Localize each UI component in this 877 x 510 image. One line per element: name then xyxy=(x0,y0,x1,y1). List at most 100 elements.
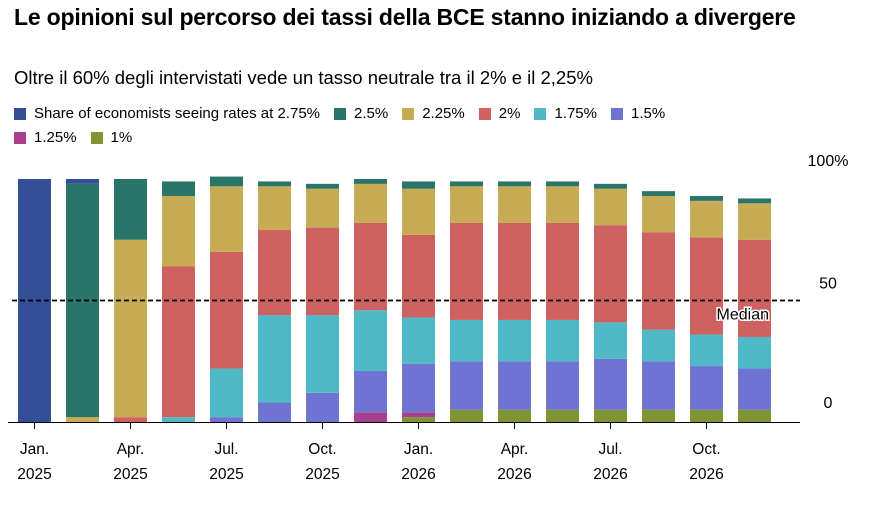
legend-label: Share of economists seeing rates at 2.75… xyxy=(34,105,320,122)
bar-segment xyxy=(306,315,339,393)
bar-segment xyxy=(642,329,675,362)
legend-swatch xyxy=(14,132,26,144)
bar-segment xyxy=(210,176,243,187)
bar-segment xyxy=(642,196,675,233)
bar-segment xyxy=(594,358,627,410)
bar-segment xyxy=(258,186,291,231)
bar-segment xyxy=(114,179,147,240)
x-tick-label-month: Oct. xyxy=(692,441,720,458)
legend-row: 1.25% 1% xyxy=(14,126,864,150)
legend-item: 2.25% xyxy=(402,102,465,126)
bar-segment xyxy=(258,402,291,422)
bar-segment xyxy=(642,232,675,330)
bar-segment xyxy=(402,234,435,318)
legend-swatch xyxy=(402,108,415,120)
bar-segment xyxy=(162,417,195,422)
legend-item: Share of economists seeing rates at 2.75… xyxy=(14,102,320,126)
legend-item: 1% xyxy=(90,126,133,150)
bar-segment xyxy=(690,237,723,335)
x-tick-label-month: Apr. xyxy=(117,441,145,458)
legend-label: 2.25% xyxy=(422,105,465,122)
bar-segment xyxy=(354,310,387,371)
x-tick-label-year: 2025 xyxy=(209,466,243,483)
legend-item: 1.25% xyxy=(14,126,77,150)
bar-segment xyxy=(594,322,627,359)
bar-segment xyxy=(258,230,291,316)
bar-segment xyxy=(498,222,531,320)
bar-segment xyxy=(738,239,771,337)
bar-segment xyxy=(210,251,243,369)
bar-segment xyxy=(258,181,291,187)
bar-segment xyxy=(498,186,531,223)
legend-swatch xyxy=(478,108,491,120)
y-tick-label: 100% xyxy=(808,153,849,170)
x-tick-label-month: Jan. xyxy=(20,441,49,458)
bar-segment xyxy=(354,179,387,184)
bar-segment xyxy=(546,222,579,320)
legend-item: 2.5% xyxy=(334,102,388,126)
bar-segment xyxy=(162,196,195,267)
bar-segment xyxy=(354,412,387,422)
bar-segment xyxy=(162,266,195,418)
x-tick-label-year: 2026 xyxy=(401,466,435,483)
bar-segment xyxy=(594,409,627,422)
bar-segment xyxy=(306,392,339,422)
bar-segment xyxy=(738,368,771,410)
bar-segment xyxy=(402,181,435,189)
bar-segment xyxy=(354,183,387,223)
bar-segment xyxy=(402,188,435,235)
legend-label: 1.5% xyxy=(630,105,666,122)
bar-segment xyxy=(402,363,435,413)
bar-segment xyxy=(66,179,99,184)
x-tick-label-month: Jul. xyxy=(598,441,622,458)
legend-swatch xyxy=(90,132,103,144)
bar-segment xyxy=(642,191,675,197)
bar-segment xyxy=(642,361,675,410)
legend-label: 1% xyxy=(110,129,133,146)
chart-subtitle: Oltre il 60% degli intervistati vede un … xyxy=(14,67,593,88)
bar-segment xyxy=(450,319,483,362)
x-tick-label-month: Oct. xyxy=(308,441,336,458)
x-tick-label-month: Jul. xyxy=(214,441,238,458)
legend-item: 1.75% xyxy=(534,102,597,126)
legend: Share of economists seeing rates at 2.75… xyxy=(14,102,864,150)
x-tick-label-year: 2025 xyxy=(17,466,51,483)
x-tick-label-year: 2026 xyxy=(497,466,531,483)
y-tick-label: 0 xyxy=(824,395,833,412)
legend-label: 2% xyxy=(498,105,521,122)
legend-swatch xyxy=(610,108,623,120)
bar-segment xyxy=(498,361,531,410)
y-tick-label: 50 xyxy=(819,276,837,293)
x-tick-label-year: 2026 xyxy=(593,466,627,483)
bar-segment xyxy=(354,370,387,413)
chart-title: Le opinioni sul percorso dei tassi della… xyxy=(14,4,796,30)
bar-segment xyxy=(162,181,195,197)
bar-segment xyxy=(306,227,339,316)
bar-segment xyxy=(594,183,627,189)
bar-segment xyxy=(690,366,723,410)
bar-segment xyxy=(690,200,723,238)
bar-segment xyxy=(450,186,483,223)
bar-segment xyxy=(450,361,483,410)
legend-swatch xyxy=(14,108,26,120)
legend-label: 1.25% xyxy=(34,129,77,146)
bar-segment xyxy=(66,417,99,422)
bar-segment xyxy=(546,361,579,410)
bar-segment xyxy=(738,336,771,369)
bar-segment xyxy=(738,203,771,240)
legend-item: 1.5% xyxy=(610,102,666,126)
legend-swatch xyxy=(534,108,547,120)
x-tick-label-month: Apr. xyxy=(501,441,529,458)
bar-segment xyxy=(210,186,243,252)
bar-segment xyxy=(594,225,627,323)
x-tick-label-month: Jan. xyxy=(404,441,433,458)
legend-row: Share of economists seeing rates at 2.75… xyxy=(14,102,864,126)
bar-segment xyxy=(306,183,339,189)
bar-segment xyxy=(546,319,579,362)
bar-segment xyxy=(738,409,771,422)
bar-segment xyxy=(498,319,531,362)
bar-segment xyxy=(642,409,675,422)
median-label: Median xyxy=(717,307,769,324)
x-tick-label-year: 2025 xyxy=(305,466,339,483)
bar-segment xyxy=(498,181,531,187)
